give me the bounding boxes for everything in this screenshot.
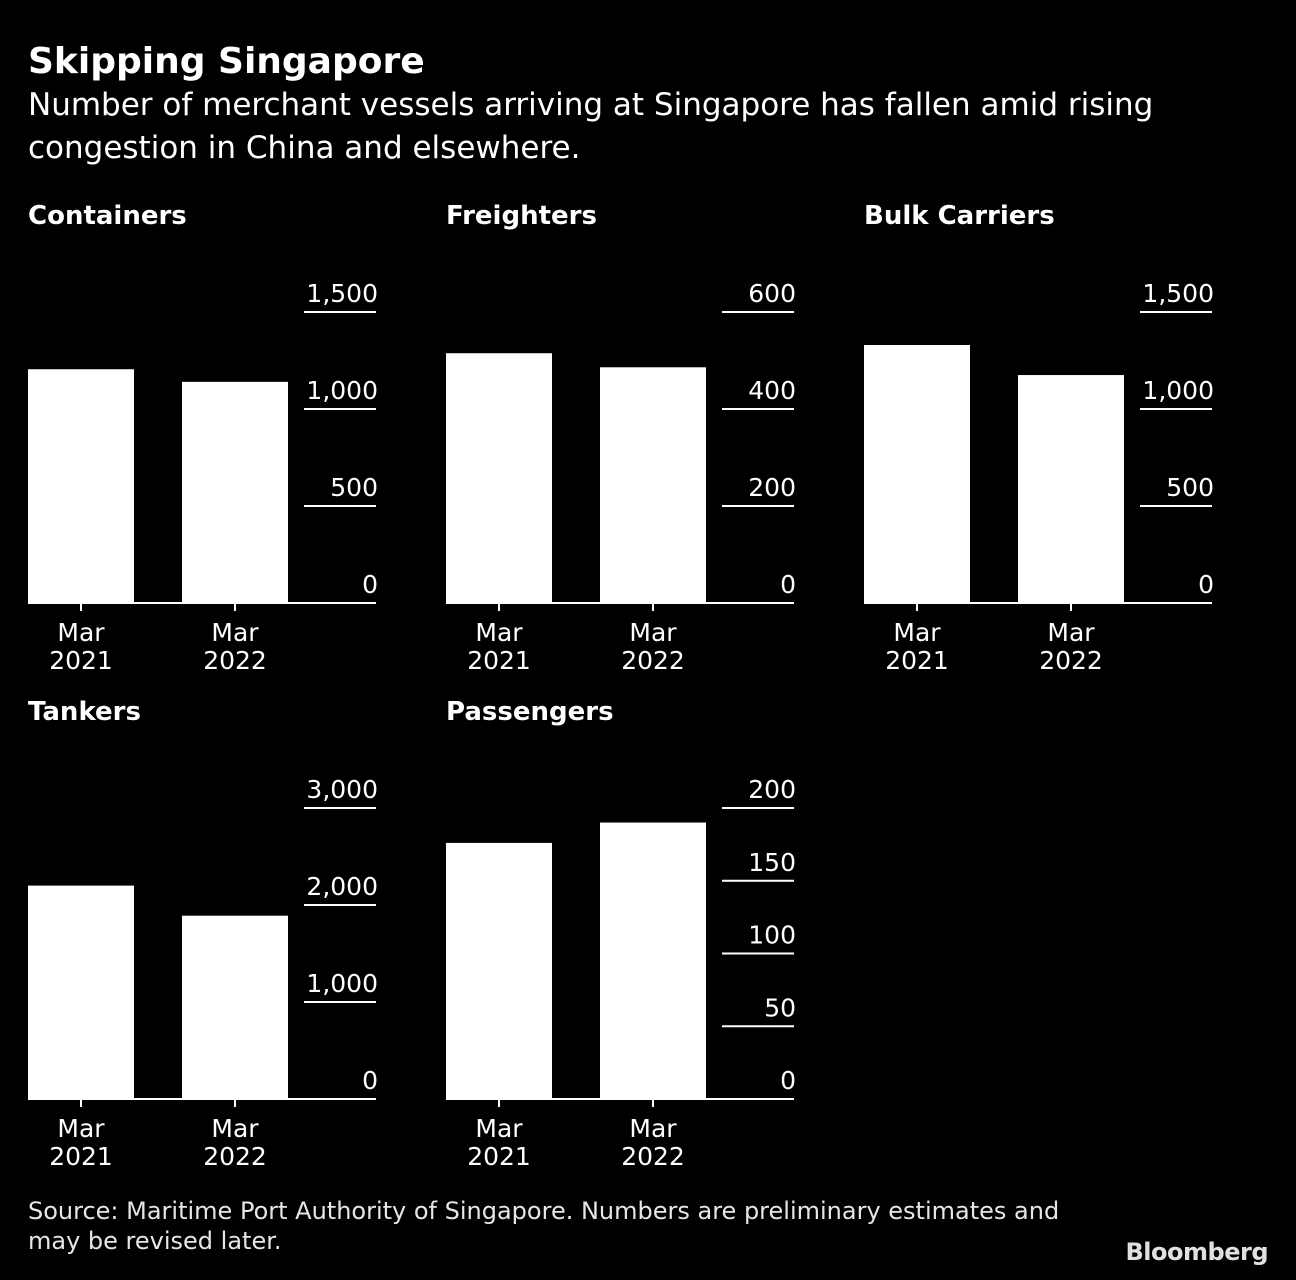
bar	[864, 344, 970, 603]
panel-title: Passengers	[446, 697, 614, 727]
y-tick-label: 0	[362, 570, 378, 599]
y-tick-label: 0	[362, 1066, 378, 1095]
y-tick-label: 3,000	[306, 775, 378, 804]
y-tick-label: 1,000	[1142, 376, 1214, 405]
y-tick-label: 500	[330, 473, 378, 502]
bar	[28, 885, 134, 1099]
y-tick-label: 150	[748, 848, 796, 877]
chart-subtitle: Number of merchant vessels arriving at S…	[28, 87, 1154, 166]
bloomberg-logo: Bloomberg	[1125, 1238, 1269, 1266]
x-tick-label: Mar 2021	[49, 1114, 113, 1171]
bar	[600, 367, 706, 603]
panel-title: Freighters	[446, 201, 597, 231]
bar	[182, 381, 288, 603]
containers-chart: 0 500 1,000 1,500 Mar 2021 Mar 2022	[28, 279, 378, 675]
y-tick-label: 100	[748, 921, 796, 950]
bar	[600, 822, 706, 1099]
x-tick-label: Mar 2022	[1039, 618, 1103, 675]
y-tick-label: 400	[748, 376, 796, 405]
y-tick-label: 500	[1166, 473, 1214, 502]
bar	[1018, 375, 1124, 603]
passengers-panel: Passengers 0 50 100 150 200 Mar 2021 Mar 2022	[446, 696, 806, 1176]
bulk-carriers-panel: Bulk Carriers 0 500 1,000 1,500 Mar 2021 Mar 20…	[864, 200, 1224, 680]
bar	[446, 842, 552, 1099]
panel-title: Containers	[28, 201, 187, 231]
freighters-panel: Freighters 0 200 400 600 Mar 2021 Mar 2022	[446, 200, 806, 680]
y-tick-label: 200	[748, 775, 796, 804]
tankers-chart: 0 1,000 2,000 3,000 Mar 2021 Mar 2022	[28, 775, 378, 1171]
passengers-chart: 0 50 100 150 200 Mar 2021 Mar 2022	[446, 775, 796, 1171]
y-tick-label: 200	[748, 473, 796, 502]
bar	[182, 915, 288, 1099]
chart-title: Skipping Singapore	[28, 41, 425, 82]
containers-panel: Containers 0 500 1,000 1,500 Mar 2021 Mar 2022	[28, 200, 388, 680]
y-tick-label: 600	[748, 279, 796, 308]
y-tick-label: 0	[1198, 570, 1214, 599]
x-tick-label: Mar 2021	[885, 618, 949, 675]
y-tick-label: 1,500	[1142, 279, 1214, 308]
panel-title: Bulk Carriers	[864, 201, 1055, 231]
x-tick-label: Mar 2021	[49, 618, 113, 675]
panel-title: Tankers	[28, 697, 141, 727]
y-tick-label: 50	[764, 993, 796, 1022]
freighters-chart: 0 200 400 600 Mar 2021 Mar 2022	[446, 279, 796, 675]
bar	[28, 369, 134, 603]
x-tick-label: Mar 2022	[621, 618, 685, 675]
y-tick-label: 0	[780, 1066, 796, 1095]
y-tick-label: 2,000	[306, 872, 378, 901]
bulk-carriers-chart: 0 500 1,000 1,500 Mar 2021 Mar 2022	[864, 279, 1214, 675]
y-tick-label: 1,000	[306, 969, 378, 998]
y-tick-label: 1,000	[306, 376, 378, 405]
x-tick-label: Mar 2021	[467, 618, 531, 675]
tankers-panel: Tankers 0 1,000 2,000 3,000 Mar 2021 Mar 2022	[28, 696, 388, 1176]
x-tick-label: Mar 2022	[621, 1114, 685, 1171]
y-tick-label: 0	[780, 570, 796, 599]
y-tick-label: 1,500	[306, 279, 378, 308]
source-note: Source: Maritime Port Authority of Singa…	[28, 1197, 1060, 1255]
x-tick-label: Mar 2022	[203, 618, 267, 675]
bar	[446, 353, 552, 603]
x-tick-label: Mar 2021	[467, 1114, 531, 1171]
x-tick-label: Mar 2022	[203, 1114, 267, 1171]
